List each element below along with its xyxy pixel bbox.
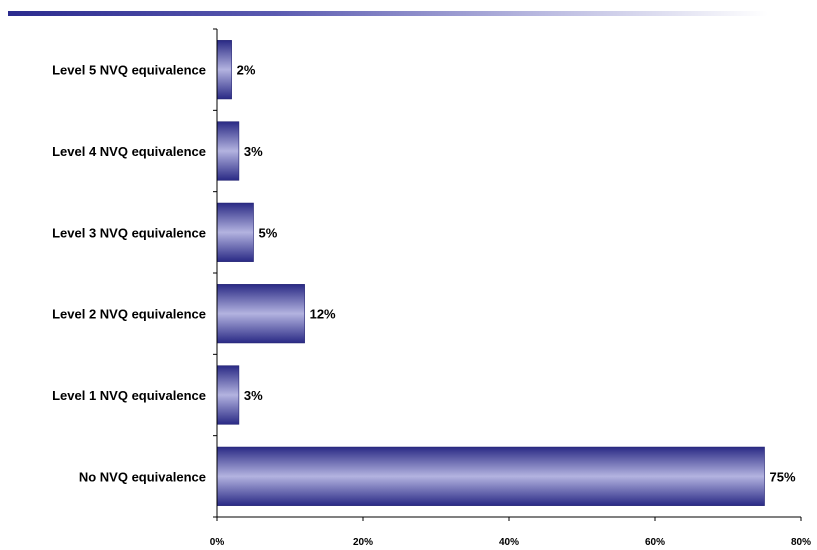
bar-5 [216,365,240,425]
bar-1 [216,40,232,100]
x-tick-label: 60% [645,537,665,548]
bar-6 [216,446,765,506]
category-label: Level 4 NVQ equivalence [52,144,206,159]
bar-2 [216,121,240,181]
category-label: Level 5 NVQ equivalence [52,63,206,78]
value-label: 3% [244,144,263,159]
category-label: Level 3 NVQ equivalence [52,225,206,240]
x-tick-label: 80% [791,537,811,548]
bar-3 [216,202,254,262]
category-label: Level 1 NVQ equivalence [52,388,206,403]
x-tick-label: 0% [210,537,225,548]
category-label: Level 2 NVQ equivalence [52,307,206,322]
bar-4 [216,284,305,344]
value-label: 2% [237,63,256,78]
value-label: 12% [310,307,336,322]
value-label: 3% [244,388,263,403]
category-label: No NVQ equivalence [79,469,206,484]
header-gradient-rule [8,11,768,16]
value-label: 5% [259,225,278,240]
value-label: 75% [770,469,796,484]
x-tick-label: 40% [499,537,519,548]
x-tick-label: 20% [353,537,373,548]
